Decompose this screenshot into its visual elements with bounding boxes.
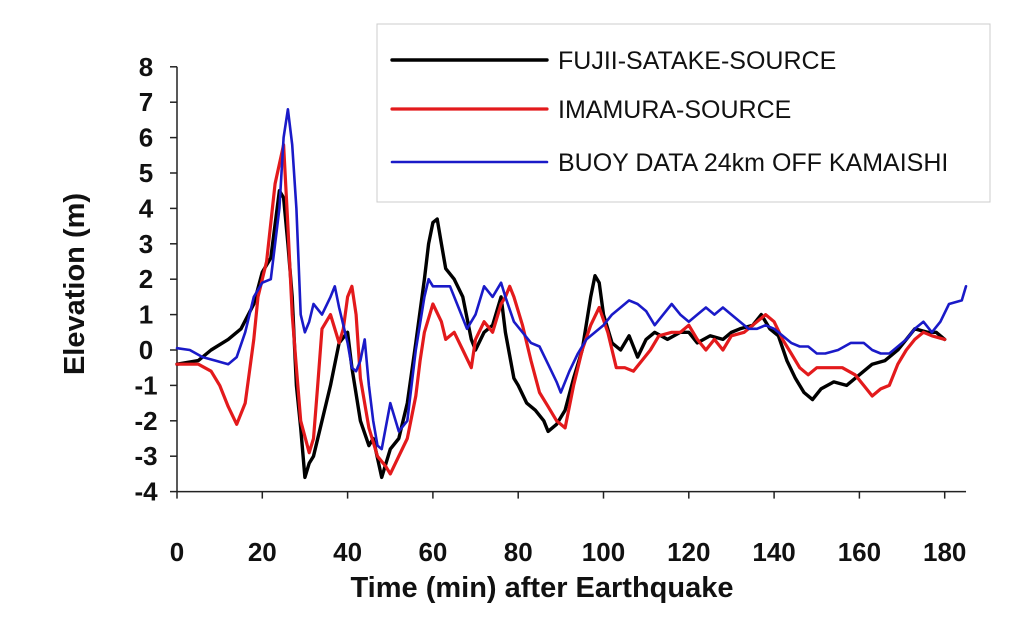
legend-label-2: IMAMURA-SOURCE	[558, 96, 791, 124]
y-tick-label: -1	[134, 370, 157, 400]
y-tick-label: 3	[139, 229, 153, 259]
y-tick-label: -2	[134, 406, 157, 436]
y-tick-label: 1	[139, 300, 153, 330]
x-axis-title: Time (min) after Earthquake	[350, 572, 733, 604]
x-tick-label: 0	[170, 537, 184, 567]
y-axis-title: Elevation (m)	[59, 193, 91, 375]
y-tick-label: -4	[134, 477, 158, 507]
series-line-1	[175, 189, 947, 480]
x-tick-label: 160	[838, 537, 881, 567]
y-tick-label: 0	[139, 335, 153, 365]
y-tick-label: 6	[139, 123, 153, 153]
y-tick-label: 5	[139, 158, 153, 188]
y-tick-label: 2	[139, 264, 153, 294]
x-tick-label: 140	[752, 537, 795, 567]
legend-label-3: BUOY DATA 24km OFF KAMAISHI	[558, 149, 948, 177]
y-tick-label: 8	[139, 52, 153, 82]
x-tick-label: 180	[923, 537, 966, 567]
x-tick-label: 100	[582, 537, 625, 567]
x-tick-label: 60	[418, 537, 447, 567]
y-tick-label: 7	[139, 87, 153, 117]
y-tick-label: 4	[139, 193, 154, 223]
series-line-3	[175, 108, 968, 451]
legend: FUJII-SATAKE-SOURCE IMAMURA-SOURCE BUOY DA…	[376, 23, 991, 203]
x-tick-label: 40	[333, 537, 362, 567]
x-tick-label: 20	[248, 537, 277, 567]
series-line-2	[175, 143, 947, 476]
legend-label-1: FUJII-SATAKE-SOURCE	[558, 47, 836, 75]
y-tick-label: -3	[134, 441, 157, 471]
x-tick-label: 120	[667, 537, 710, 567]
series-lines	[175, 108, 968, 480]
legend-box	[376, 23, 991, 203]
x-tick-label: 80	[504, 537, 533, 567]
